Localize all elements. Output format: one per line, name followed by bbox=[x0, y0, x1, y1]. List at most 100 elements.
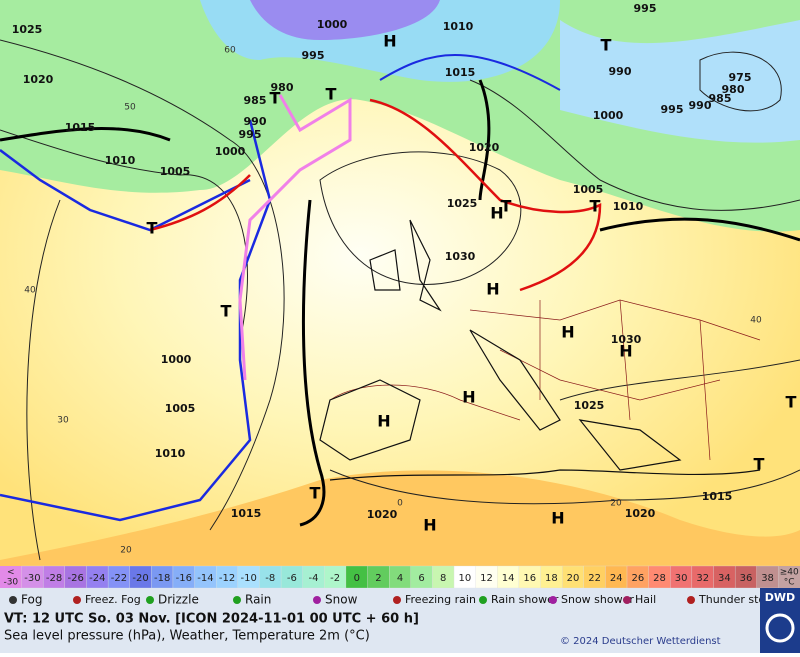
legend-icon bbox=[313, 596, 321, 604]
isobar-label: 980 bbox=[271, 81, 294, 94]
isobar-label: 1000 bbox=[161, 353, 192, 366]
footer-bg bbox=[0, 612, 800, 653]
pressure-center: T bbox=[147, 219, 158, 238]
isobar-label: 1020 bbox=[367, 508, 398, 521]
isobars bbox=[0, 39, 800, 561]
valid-time: VT: 12 UTC So. 03 Nov. [ICON 2024-11-01 … bbox=[4, 612, 419, 627]
isobar-label: 990 bbox=[609, 65, 632, 78]
isobar-label: 1015 bbox=[445, 66, 476, 79]
warm-front-2 bbox=[369, 98, 602, 292]
scale-label: 24 bbox=[610, 573, 623, 584]
scale-label: -28 bbox=[46, 573, 62, 584]
pressure-center: T bbox=[601, 36, 612, 55]
isobar-label: 985 bbox=[709, 92, 732, 105]
isobar-label: 995 bbox=[661, 103, 684, 116]
temperature-label: 40 bbox=[24, 286, 36, 296]
legend-label: Drizzle bbox=[158, 593, 199, 607]
scale-label: 10 bbox=[458, 573, 471, 584]
legend-label: Fog bbox=[21, 593, 42, 607]
pressure-center: H bbox=[423, 516, 436, 535]
warm-front bbox=[149, 174, 251, 232]
scale-label: -18 bbox=[154, 573, 170, 584]
scale-cell bbox=[0, 566, 22, 588]
isobar-label: 995 bbox=[239, 128, 262, 141]
cold-front-2 bbox=[0, 119, 272, 522]
scale-label: -30 bbox=[3, 578, 18, 588]
description: Sea level pressure (hPa), Weather, Tempe… bbox=[4, 629, 370, 644]
isobar-label: 1025 bbox=[574, 399, 605, 412]
pressure-center: H bbox=[377, 412, 390, 431]
legend-icon bbox=[9, 596, 17, 604]
scale-label: 34 bbox=[718, 573, 731, 584]
legend-icon bbox=[146, 596, 154, 604]
pressure-center: H bbox=[462, 388, 475, 407]
scale-label: -14 bbox=[197, 573, 213, 584]
scale-label: 0 bbox=[354, 573, 360, 584]
temperature-scale: <-30 -30 -28 -26 -24 -22 -20 -18 -16 -14 -12 -10 -8-… bbox=[0, 565, 800, 589]
weather-legend: Fog Freez. Fog Drizzle Rain Snow Freezing rai… bbox=[0, 588, 780, 612]
cold-zone bbox=[560, 20, 800, 143]
temperature-label: 20 bbox=[120, 546, 132, 556]
scale-label: 12 bbox=[480, 573, 493, 584]
warm-zone bbox=[0, 470, 800, 566]
isobar-label: 1010 bbox=[155, 447, 186, 460]
scale-label: -6 bbox=[287, 573, 297, 584]
temperature-label: 40 bbox=[750, 316, 762, 326]
scale-label: -20 bbox=[132, 573, 148, 584]
scale-label: 22 bbox=[588, 573, 601, 584]
temperature-label: 20 bbox=[610, 499, 622, 509]
legend-icon bbox=[233, 596, 241, 604]
isobar-label: 990 bbox=[689, 99, 712, 112]
scale-label: 36 bbox=[740, 573, 753, 584]
main-isobars bbox=[0, 79, 800, 527]
scale-label: 26 bbox=[631, 573, 644, 584]
isobar-label: 1010 bbox=[105, 154, 136, 167]
temperature-label: 0 bbox=[397, 499, 403, 509]
pressure-center: H bbox=[551, 509, 564, 528]
legend-label: Hail bbox=[635, 593, 656, 606]
isobar-label: 1015 bbox=[231, 507, 262, 520]
legend-icon bbox=[687, 596, 695, 604]
borders bbox=[329, 299, 761, 461]
scale-label: 28 bbox=[653, 573, 666, 584]
pressure-center: T bbox=[221, 302, 232, 321]
cold-front bbox=[0, 149, 251, 232]
isobar-label: 1000 bbox=[593, 109, 624, 122]
isobar-label: 1025 bbox=[447, 197, 478, 210]
scale-label: 8 bbox=[440, 573, 446, 584]
isobar-label: 1015 bbox=[702, 490, 733, 503]
pressure-center: T bbox=[270, 89, 281, 108]
legend-label: Snow shower bbox=[561, 593, 634, 606]
map-labels: 1025102010151010100510009959909859809951… bbox=[12, 2, 797, 556]
isobar-label: 985 bbox=[244, 94, 267, 107]
isobar-label: 1005 bbox=[165, 402, 196, 415]
pressure-center: H bbox=[561, 323, 574, 342]
legend-label: Freez. Fog bbox=[85, 593, 141, 606]
scale-label: 30 bbox=[675, 573, 688, 584]
scale-label: ≥40 bbox=[780, 568, 799, 578]
isobar-label: 995 bbox=[634, 2, 657, 15]
isobar-label: 1030 bbox=[611, 333, 642, 346]
map: 1025102010151010100510009959909859809951… bbox=[0, 0, 800, 566]
scale-label: -8 bbox=[265, 573, 275, 584]
isobar-label: 1020 bbox=[23, 73, 54, 86]
scale-label: -2 bbox=[330, 573, 340, 584]
isobar-label: 1015 bbox=[65, 121, 96, 134]
scale-label: 20 bbox=[567, 573, 580, 584]
scale-label: -22 bbox=[111, 573, 127, 584]
legend-bg bbox=[0, 588, 760, 612]
coastlines bbox=[319, 219, 761, 481]
isobar-label: 995 bbox=[302, 49, 325, 62]
scale-label: 16 bbox=[523, 573, 536, 584]
isobar-label: 990 bbox=[244, 115, 267, 128]
temperature-label: 50 bbox=[124, 103, 136, 113]
pressure-center: T bbox=[754, 455, 765, 474]
pressure-center: T bbox=[326, 85, 337, 104]
legend-icon bbox=[73, 596, 81, 604]
legend-icon bbox=[623, 596, 631, 604]
pressure-center: H bbox=[490, 204, 503, 223]
isobar-label: 1000 bbox=[317, 18, 348, 31]
isobar-label: 1005 bbox=[160, 165, 191, 178]
scale-label: -30 bbox=[24, 573, 40, 584]
pressure-center: H bbox=[486, 280, 499, 299]
